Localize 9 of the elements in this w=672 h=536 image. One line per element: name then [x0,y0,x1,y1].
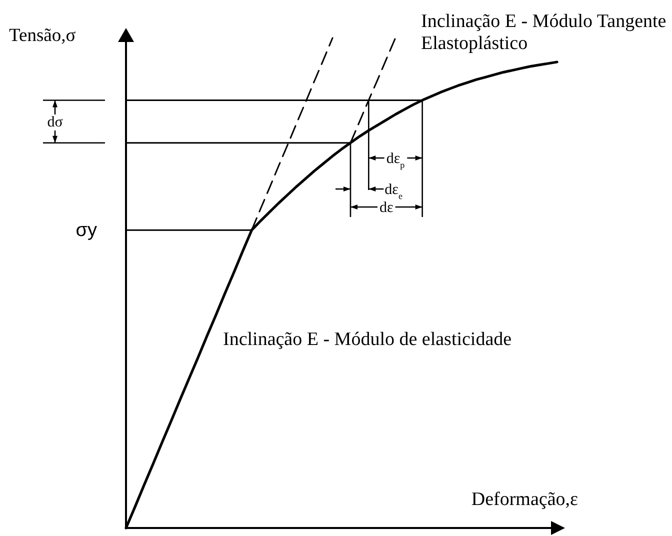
annotation: dε$_{p}$ [386,151,406,170]
x-axis-title: Deformação,ε [471,489,578,510]
annotation: dε [379,200,394,216]
annotation: Inclinação E - Módulo de elasticidade [223,329,512,350]
annotation: Inclinação E - Módulo Tangente Elastoplástico [421,11,666,54]
annotation: dε$_{e}$ [384,182,402,201]
text: dσ [47,114,63,131]
ref-line-label: σy [76,220,98,242]
y-axis-title: Tensão,σ [9,26,76,46]
